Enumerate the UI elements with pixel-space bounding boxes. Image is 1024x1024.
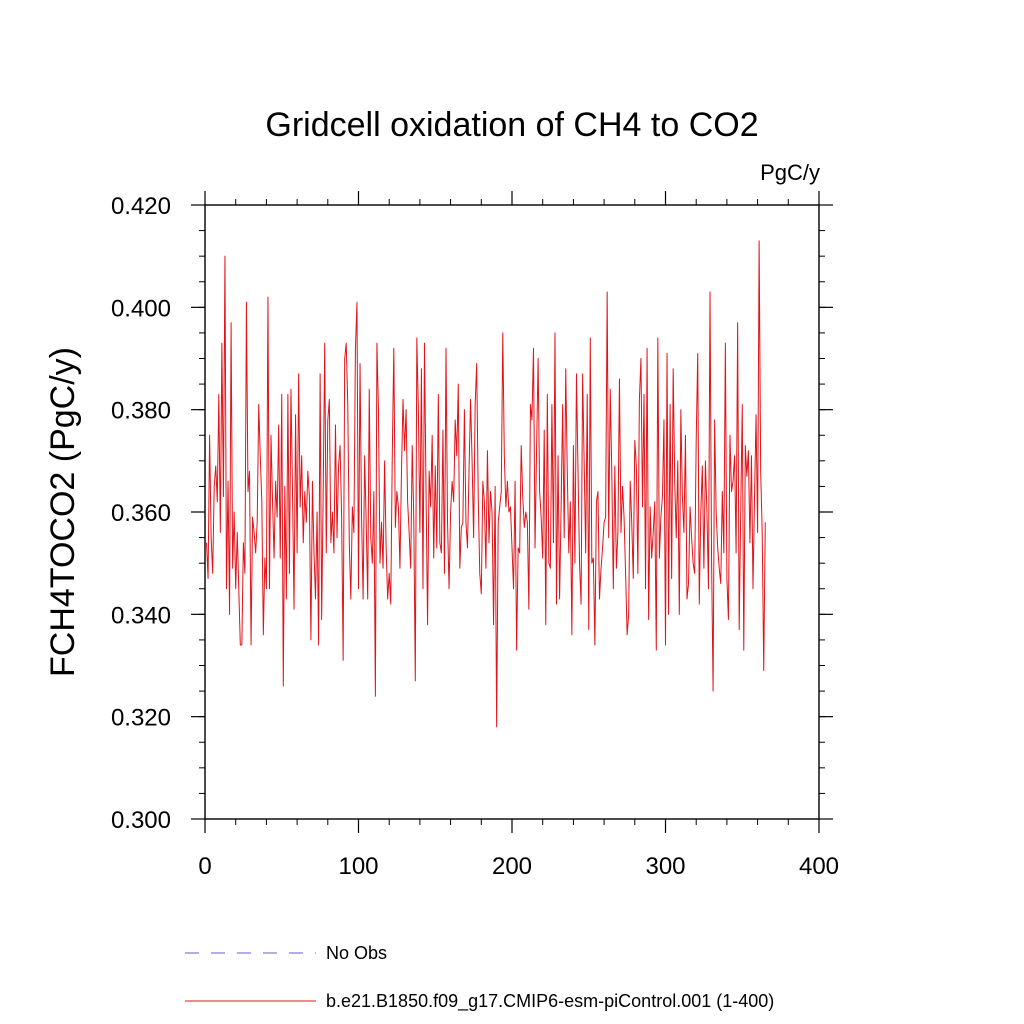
data-series [206, 240, 766, 728]
series-line-0 [206, 240, 766, 728]
y-tick-label: 0.420 [111, 193, 171, 220]
x-tick-label: 400 [799, 853, 839, 880]
x-tick-label: 300 [645, 853, 685, 880]
axes: 0.300 0.320 0.340 0.360 0.380 0.400 0.420 0 100 2… [111, 191, 839, 880]
legend-label-no-obs: No Obs [326, 943, 387, 963]
chart-title: Gridcell oxidation of CH4 to CO2 [265, 106, 758, 144]
y-tick-label: 0.320 [111, 705, 171, 732]
plot-frame [204, 204, 820, 820]
y-tick-label: 0.360 [111, 500, 171, 527]
y-axis-label: FCH4TOCO2 (PgC/y) [44, 347, 82, 677]
y-tick-label: 0.340 [111, 602, 171, 629]
legend-label-model: b.e21.B1850.f09_g17.CMIP6-esm-piControl.… [326, 991, 774, 1012]
legend: No Obs b.e21.B1850.f09_g17.CMIP6-esm-piC… [185, 943, 774, 1012]
y-tick-label: 0.400 [111, 295, 171, 322]
y-tick-label: 0.380 [111, 398, 171, 425]
units-label: PgC/y [760, 160, 820, 185]
x-tick-label: 100 [338, 853, 378, 880]
y-tick-label: 0.300 [111, 807, 171, 834]
x-tick-label: 0 [198, 853, 211, 880]
x-tick-label: 200 [492, 853, 532, 880]
